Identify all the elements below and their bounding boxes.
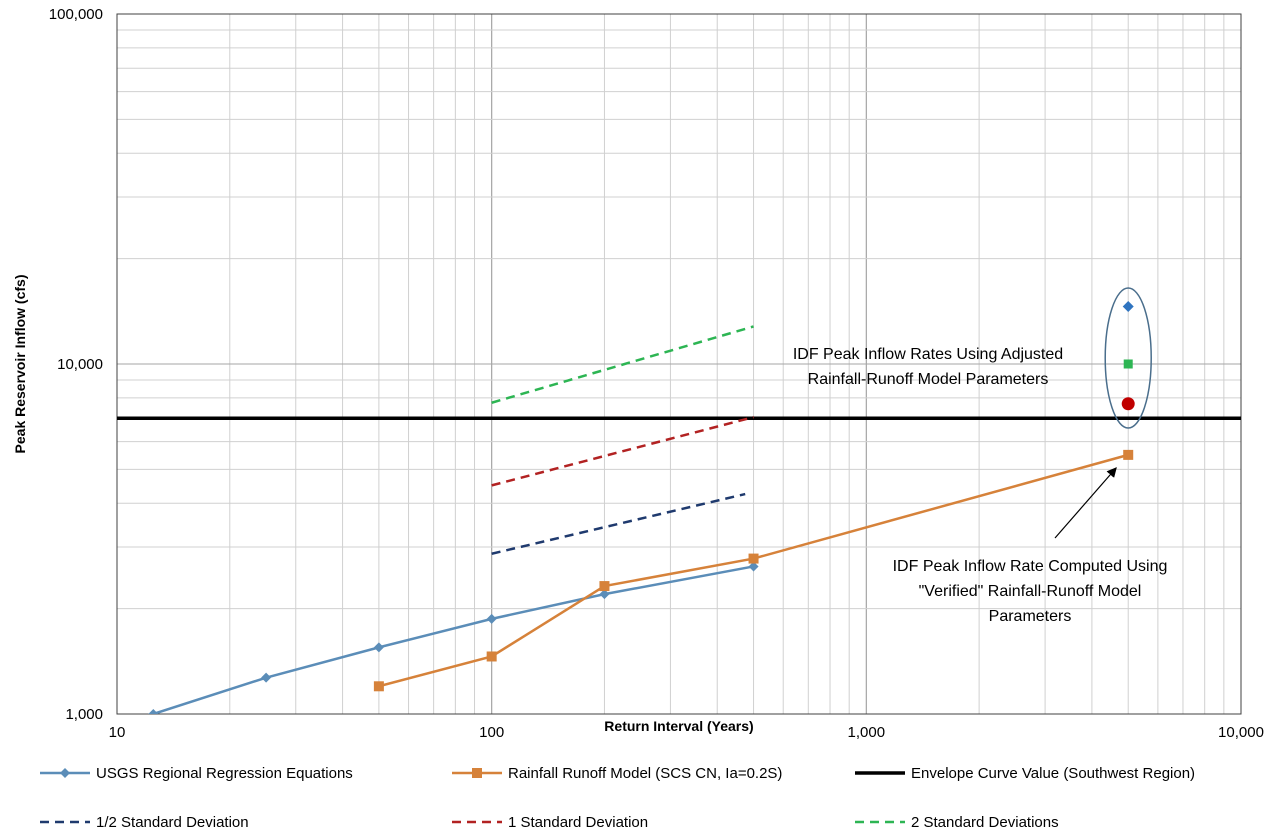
y-tick-label: 1,000 [65,706,103,723]
legend-label-usgs: USGS Regional Regression Equations [96,765,353,782]
legend-label-rainfall: Rainfall Runoff Model (SCS CN, Ia=0.2S) [508,765,782,782]
idf-point-square [1124,360,1133,369]
annotation-verified-line: "Verified" Rainfall-Runoff Model [919,583,1142,600]
annotation-verified-line: Parameters [989,608,1072,625]
series-line-one_sd [492,417,754,485]
legend-label-two_sd: 2 Standard Deviations [911,814,1059,831]
y-tick-label: 100,000 [49,6,103,23]
x-tick-label: 1,000 [848,724,886,741]
legend-item-one_sd: 1 Standard Deviation [452,814,648,831]
idf-point-diamond [1123,301,1134,312]
data-point-rainfall [749,554,759,564]
data-point-usgs [148,709,158,719]
series-line-two_sd [492,326,754,402]
data-point-usgs [487,614,497,624]
y-tick-label: 10,000 [57,356,103,373]
data-point-rainfall [487,651,497,661]
annotation-verified-line: IDF Peak Inflow Rate Computed Using [893,558,1168,575]
data-point-usgs [374,642,384,652]
idf-point-circle [1122,397,1135,410]
legend-label-envelope: Envelope Curve Value (Southwest Region) [911,765,1195,782]
legend-item-rainfall: Rainfall Runoff Model (SCS CN, Ia=0.2S) [452,765,782,782]
annotation-adjusted-line: IDF Peak Inflow Rates Using Adjusted [793,346,1063,363]
x-axis-title: Return Interval (Years) [604,718,753,734]
y-axis-title: Peak Reservoir Inflow (cfs) [12,275,28,454]
legend-label-half_sd: 1/2 Standard Deviation [96,814,249,831]
legend: USGS Regional Regression Equations Rainfa… [40,765,1195,831]
legend-item-half_sd: 1/2 Standard Deviation [40,814,249,831]
legend-item-two_sd: 2 Standard Deviations [855,814,1059,831]
legend-item-envelope: Envelope Curve Value (Southwest Region) [855,765,1195,782]
x-tick-label: 10,000 [1218,724,1264,741]
legend-label-one_sd: 1 Standard Deviation [508,814,648,831]
data-point-usgs [261,673,271,683]
data-point-rainfall [1123,450,1133,460]
legend-marker-usgs [60,768,70,778]
legend-marker-rainfall [472,768,482,778]
data-point-rainfall [599,581,609,591]
x-tick-label: 10 [109,724,126,741]
series-line-usgs [153,566,753,714]
data-point-rainfall [374,681,384,691]
annotation-adjusted-line: Rainfall-Runoff Model Parameters [808,371,1049,388]
x-tick-label: 100 [479,724,504,741]
gridlines [117,14,1241,714]
legend-item-usgs: USGS Regional Regression Equations [40,765,353,782]
